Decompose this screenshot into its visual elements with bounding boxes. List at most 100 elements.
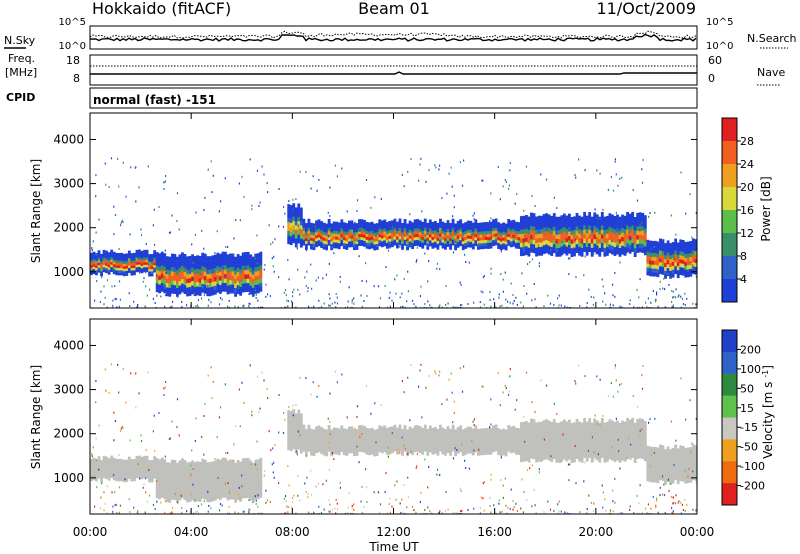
velocity-cell <box>289 441 293 447</box>
power-cell <box>426 246 430 250</box>
velocity-cell <box>246 466 250 472</box>
velocity-cell <box>90 466 93 469</box>
velocity-cell <box>444 440 447 444</box>
power-cell <box>254 284 258 290</box>
power-cell <box>469 229 473 233</box>
power-speck <box>556 207 558 209</box>
power-cell <box>191 285 194 290</box>
power-cell <box>517 233 521 238</box>
velocity-cell <box>188 497 192 502</box>
power-cell <box>353 243 356 248</box>
power-cell <box>390 223 394 227</box>
power-cell <box>568 222 571 228</box>
power-cell <box>504 241 508 245</box>
power-cell <box>125 260 129 264</box>
power-cell <box>530 212 533 218</box>
power-speck <box>288 278 290 281</box>
velocity-cell <box>676 464 680 469</box>
velocity-cell <box>175 471 179 477</box>
power-cell <box>471 234 475 238</box>
power-cell <box>449 243 452 247</box>
velocity-cell <box>550 452 554 458</box>
velocity-cell <box>401 429 404 433</box>
power-speck <box>203 294 205 297</box>
power-cell <box>310 222 313 227</box>
velocity-cell <box>145 460 149 464</box>
power-speck <box>657 306 659 308</box>
velocity-cell <box>133 471 136 474</box>
power-cell <box>373 229 377 233</box>
velocity-cell <box>115 473 119 477</box>
power-speck <box>254 289 256 292</box>
velocity-cell <box>135 465 139 469</box>
velocity-cell <box>454 429 458 433</box>
power-cell <box>600 225 604 230</box>
power-cell <box>355 223 359 227</box>
velocity-cell <box>226 469 230 474</box>
power-cell <box>95 262 98 266</box>
velocity-cell <box>110 467 114 471</box>
velocity-cell <box>380 432 384 436</box>
velocity-cell <box>259 479 263 485</box>
power-cell <box>100 271 103 274</box>
power-cell <box>598 247 602 253</box>
power-cell <box>153 259 157 263</box>
velocity-cell <box>565 430 569 436</box>
velocity-cell <box>206 470 210 476</box>
velocity-cell <box>241 476 245 481</box>
velocity-cell <box>686 447 690 452</box>
power-speck <box>523 285 525 287</box>
velocity-cell <box>595 429 599 434</box>
power-cell <box>211 290 215 296</box>
velocity-cell <box>181 462 184 468</box>
velocity-cell <box>145 458 149 461</box>
power-cell <box>398 242 402 246</box>
power-cell <box>312 232 316 236</box>
power-cell <box>294 216 298 221</box>
velocity-cell <box>583 417 587 423</box>
power-speck <box>373 285 375 288</box>
power-cell <box>461 246 465 251</box>
power-speck <box>619 305 621 308</box>
power-cell <box>522 224 526 230</box>
velocity-cell <box>626 422 630 428</box>
velocity-cell <box>100 472 103 475</box>
power-cell <box>287 239 291 245</box>
power-speck <box>339 275 341 278</box>
velocity-cell <box>168 475 172 481</box>
velocity-cell <box>416 442 420 446</box>
velocity-cell <box>120 466 124 470</box>
velocity-cell <box>208 479 212 485</box>
velocity-cell <box>380 444 384 448</box>
velocity-cell <box>444 428 447 433</box>
power-cell <box>165 282 169 288</box>
power-cell <box>368 222 372 226</box>
velocity-cell <box>175 462 179 468</box>
power-cell <box>315 238 318 242</box>
velocity-cell <box>626 453 630 458</box>
power-cell <box>661 262 665 267</box>
power-speck <box>387 240 389 243</box>
velocity-cell <box>418 438 422 442</box>
power-cell <box>694 243 697 248</box>
power-speck <box>463 159 465 162</box>
power-speck <box>336 296 338 299</box>
velocity-cell <box>153 463 157 467</box>
velocity-cell <box>388 435 392 439</box>
velocity-cell <box>155 493 159 499</box>
velocity-cell <box>449 443 452 447</box>
velocity-cell <box>588 426 592 432</box>
velocity-cell <box>651 470 655 475</box>
power-cell <box>345 226 349 230</box>
velocity-cell <box>218 486 222 491</box>
power-cell <box>479 243 483 247</box>
velocity-cell <box>398 448 402 452</box>
velocity-cell <box>633 436 637 441</box>
power-cell <box>590 243 594 248</box>
power-cell <box>239 286 243 292</box>
power-cell <box>464 228 468 232</box>
velocity-cell <box>335 436 339 440</box>
power-speck <box>507 187 510 190</box>
power-speck <box>626 251 628 254</box>
power-cell <box>616 223 619 229</box>
